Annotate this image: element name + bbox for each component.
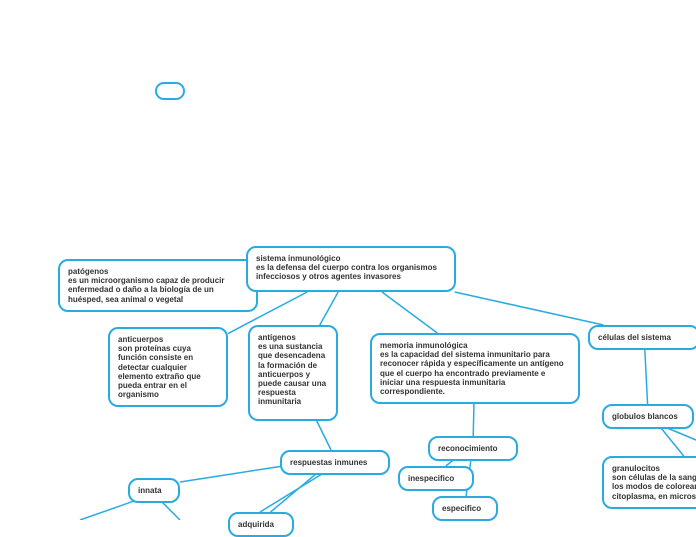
- node-especifico: especifico: [432, 496, 498, 521]
- node-anticuerpos: anticuerposson proteínas cuya función co…: [108, 327, 228, 407]
- node-antigenos: antígenoses una sustancia que desencaden…: [248, 325, 338, 421]
- node-adquirida: adquirida: [228, 512, 294, 537]
- node-celulas: células del sistema: [588, 325, 696, 350]
- node-inespecifico: inespecifico: [398, 466, 474, 491]
- node-sistema: sistema inmunológicoes la defensa del cu…: [246, 246, 456, 292]
- node-memoria: memoria inmunológicaes la capacidad del …: [370, 333, 580, 404]
- node-globulos: globulos blancos: [602, 404, 694, 429]
- node-respuestas: respuestas inmunes: [280, 450, 390, 475]
- node-patogenos: patógenoses un microorganismo capaz de p…: [58, 259, 258, 312]
- node-reconocimiento: reconocimiento: [428, 436, 518, 461]
- node-granulocitos: granulocitosson células de la sangre, ca…: [602, 456, 696, 509]
- node-innata: innata: [128, 478, 180, 503]
- node-empty: [155, 82, 185, 100]
